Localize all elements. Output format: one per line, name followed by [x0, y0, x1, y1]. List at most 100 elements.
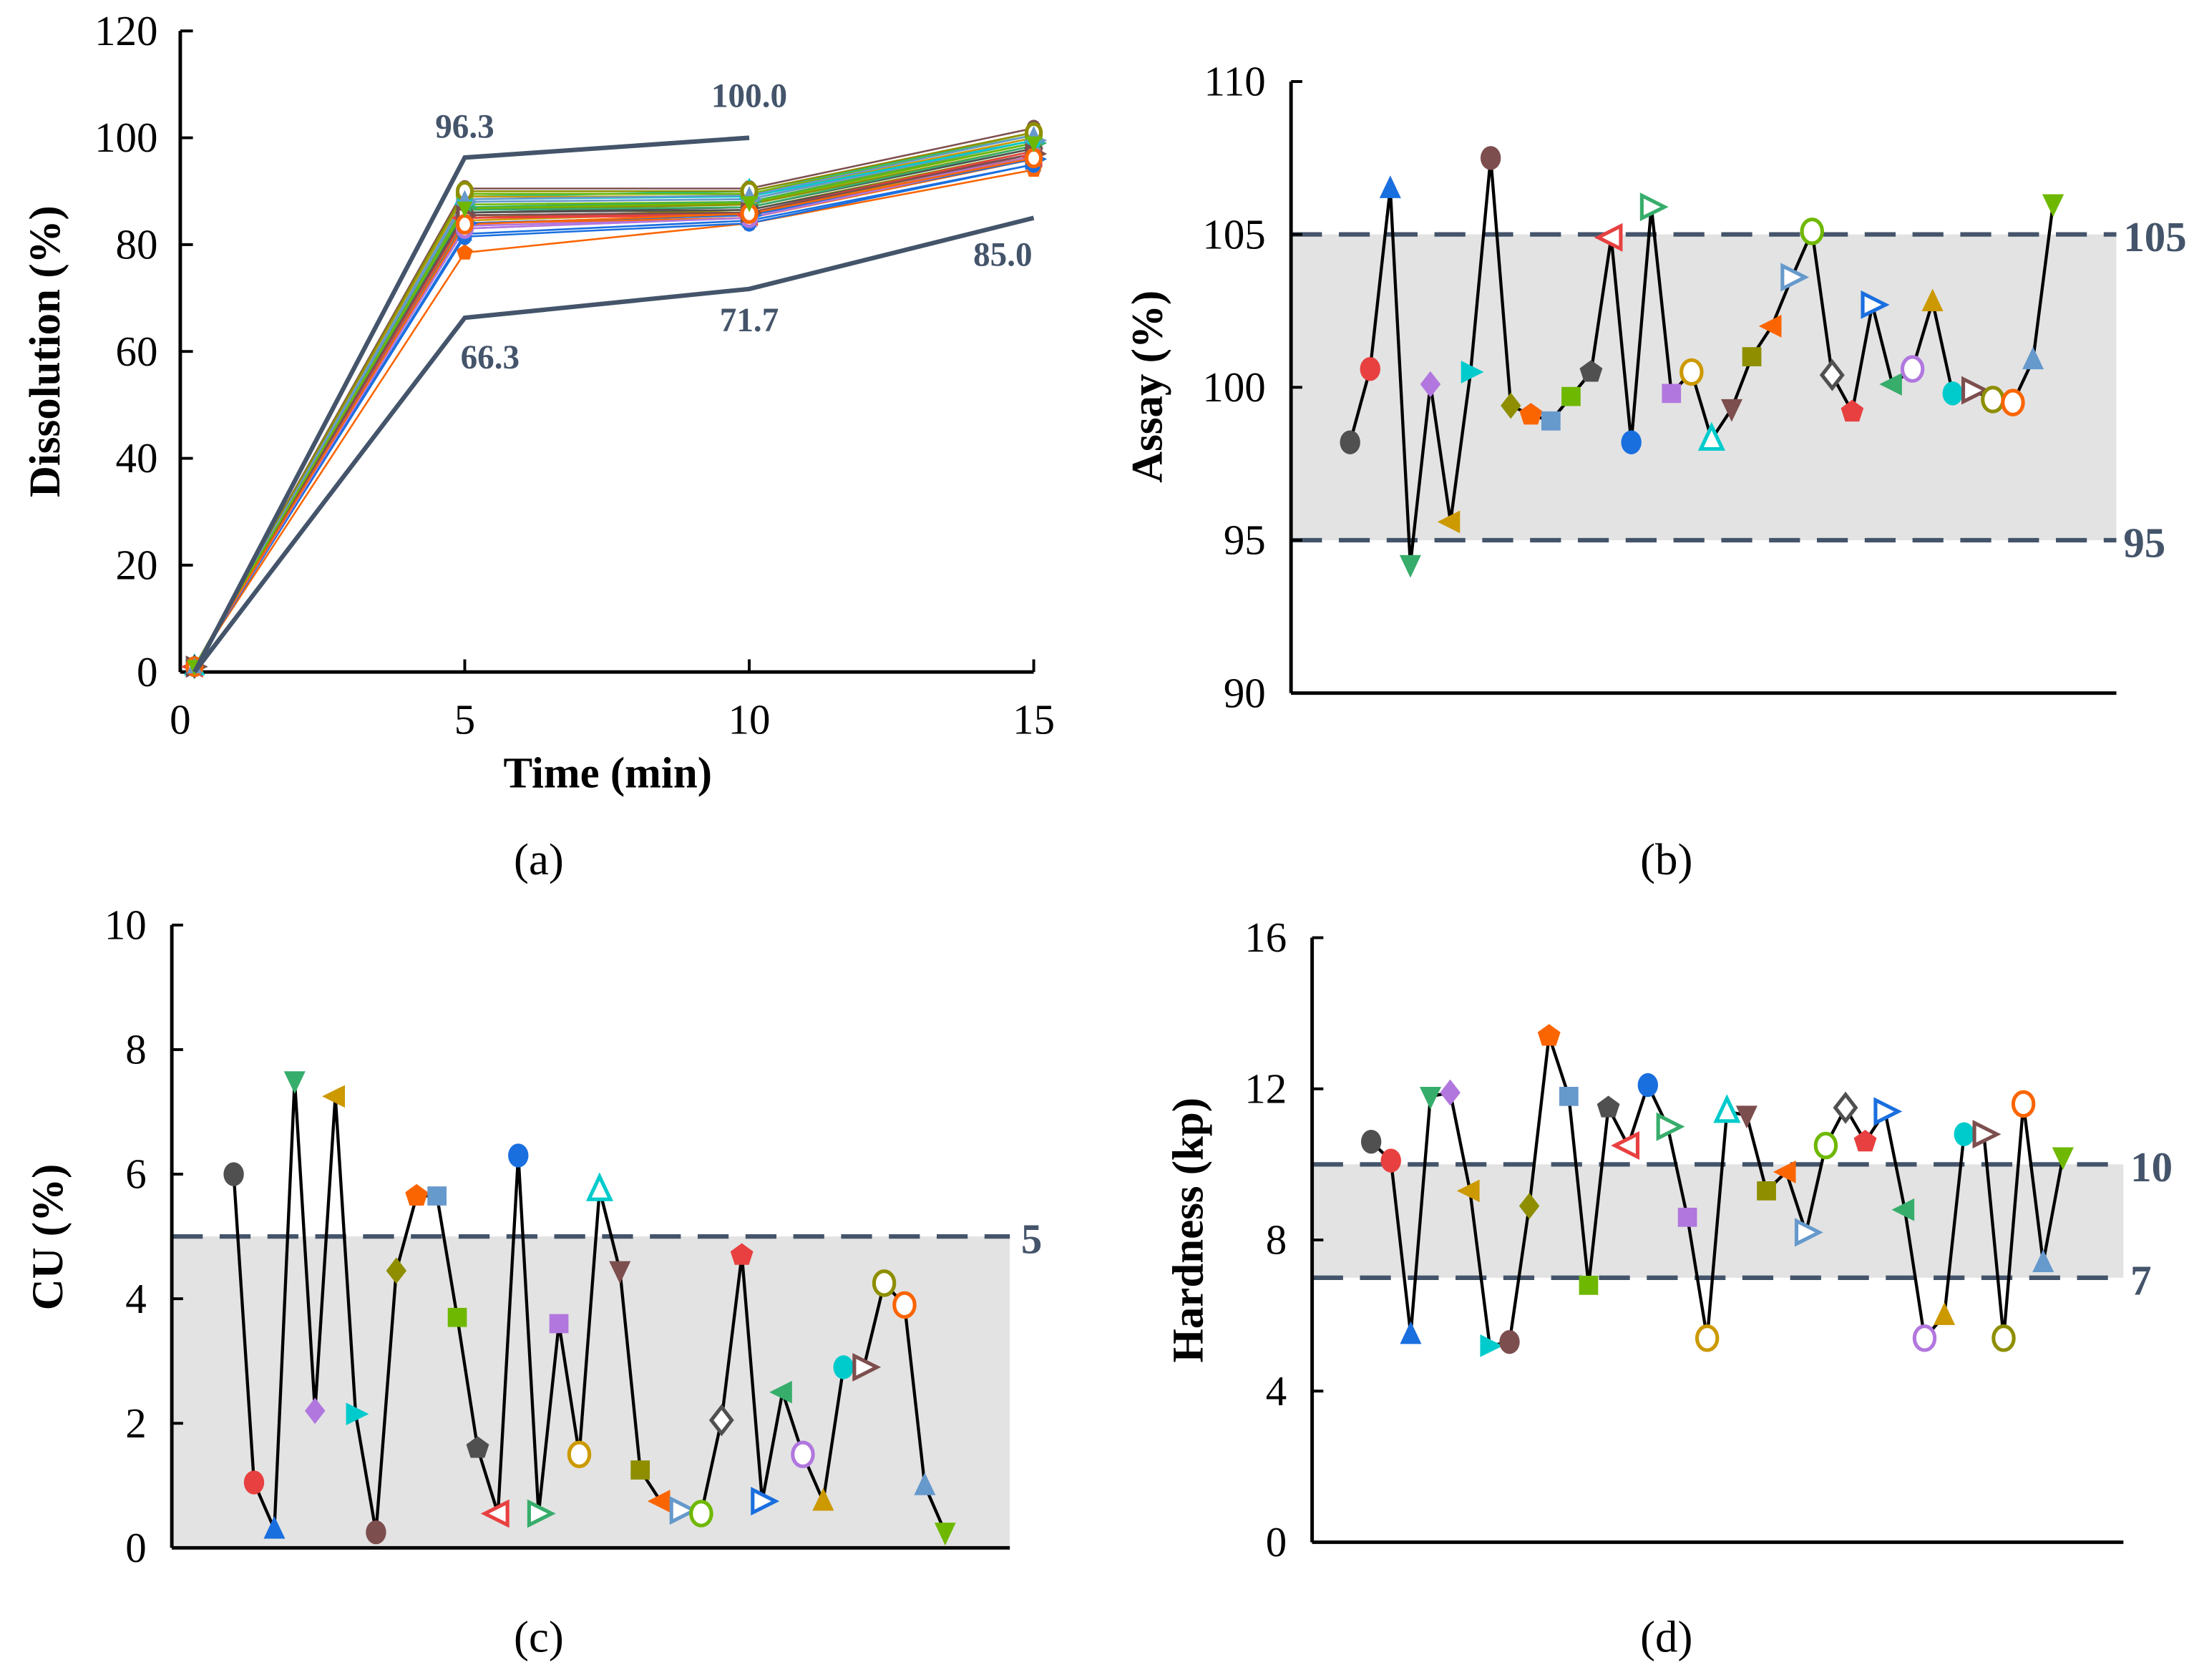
- y-tick-label: 95: [1224, 517, 1266, 564]
- spec-limit-label: 5: [1021, 1216, 1042, 1263]
- tri-right-marker: [1861, 290, 1890, 319]
- y-axis-label: Assay (%): [1123, 290, 1171, 483]
- circle-marker: [1340, 430, 1360, 454]
- series-line: [193, 158, 1034, 668]
- tri-down-marker: [2052, 1147, 2074, 1171]
- tri-left-marker: [480, 1499, 510, 1528]
- y-tick-label: 0: [137, 648, 157, 695]
- circle-marker: [2011, 1090, 2036, 1118]
- series-line: [193, 131, 1034, 668]
- diamond-marker: [1518, 1193, 1540, 1219]
- tri-left-marker: [322, 1085, 345, 1108]
- square-marker: [1559, 1086, 1579, 1106]
- lower-limit-label: 85.0: [973, 236, 1033, 273]
- circle-marker: [243, 1470, 265, 1495]
- series-line: [193, 152, 1034, 668]
- series-line: [193, 155, 1034, 668]
- series-line: [193, 152, 1034, 668]
- y-tick-label: 110: [1204, 58, 1266, 105]
- pentagon-marker: [1579, 360, 1603, 382]
- tri-right-marker: [1873, 1097, 1903, 1126]
- circle-marker: [1637, 1073, 1659, 1098]
- spec-limit-label: 105: [2123, 213, 2186, 260]
- square-marker: [1757, 1181, 1776, 1201]
- tri-left-marker: [1773, 1160, 1796, 1183]
- tri-left-marker: [1879, 373, 1902, 396]
- series-line: [193, 158, 1034, 668]
- circle-marker: [366, 1520, 386, 1545]
- circle-marker: [1800, 218, 1825, 245]
- circle-marker: [1813, 1131, 1838, 1160]
- series-line: [193, 155, 1034, 668]
- y-tick-label: 100: [94, 114, 157, 161]
- x-tick-label: 10: [728, 696, 771, 743]
- y-tick-label: 20: [116, 542, 158, 589]
- lower-limit-label: 66.3: [461, 339, 520, 376]
- connector-line: [1348, 157, 2055, 565]
- y-tick-label: 105: [1202, 210, 1265, 258]
- tri-left-marker: [1758, 314, 1782, 338]
- diamond-marker: [1833, 1091, 1858, 1124]
- square-marker: [1662, 384, 1682, 404]
- diamond-marker: [386, 1257, 407, 1284]
- circle-marker: [508, 1143, 529, 1168]
- circle-marker: [567, 1440, 592, 1468]
- y-tick-label: 4: [125, 1275, 146, 1322]
- tri-left-marker: [647, 1490, 671, 1513]
- diamond-marker: [305, 1397, 326, 1425]
- y-tick-label: 40: [116, 434, 158, 482]
- tri-right-marker: [1961, 376, 1990, 405]
- tri-left-marker: [1891, 1198, 1915, 1221]
- pentagon-marker: [1537, 1024, 1561, 1046]
- series-line: [193, 163, 1034, 668]
- circle-marker: [1912, 1324, 1937, 1352]
- diamond-marker: [1440, 1079, 1461, 1106]
- circle-marker: [689, 1500, 713, 1528]
- circle-marker: [1621, 430, 1642, 454]
- tri-right-marker: [1972, 1120, 2002, 1149]
- upper-limit-label: 96.3: [435, 109, 494, 146]
- tri-right-marker: [1639, 192, 1669, 222]
- square-marker: [1561, 386, 1581, 406]
- y-tick-label: 6: [125, 1151, 146, 1198]
- square-marker: [1579, 1276, 1599, 1295]
- y-tick-label: 60: [116, 328, 158, 375]
- x-tick-label: 0: [170, 696, 190, 743]
- circle-marker: [223, 1162, 244, 1186]
- panel-d-hardness: Hardness (kp) (d) 7 10 0 4 8 12 16: [1164, 914, 2173, 1661]
- square-marker: [1541, 411, 1561, 431]
- tri-up-marker: [1713, 1094, 1741, 1123]
- tri-up-marker: [263, 1515, 286, 1539]
- panel-caption: (a): [514, 834, 564, 884]
- tri-down-marker: [1025, 136, 1042, 152]
- square-marker: [630, 1460, 650, 1480]
- circle-marker: [2001, 389, 2025, 416]
- tri-left-marker: [1437, 510, 1461, 534]
- y-tick-label: 0: [125, 1524, 146, 1571]
- series-line: [193, 142, 1034, 668]
- panel-caption: (d): [1640, 1612, 1692, 1662]
- y-tick-label: 2: [125, 1400, 146, 1447]
- pentagon-marker: [730, 1243, 754, 1265]
- tri-right-marker: [669, 1495, 698, 1525]
- tri-right-marker: [1480, 1334, 1503, 1357]
- upper-limit-line: [192, 135, 750, 673]
- panel-caption: (b): [1640, 834, 1692, 884]
- pentagon-marker: [405, 1183, 429, 1206]
- circle-marker: [1954, 1122, 1974, 1146]
- spec-limit-label: 7: [2130, 1256, 2151, 1304]
- tri-left-marker: [1611, 1130, 1640, 1161]
- tri-left-marker: [769, 1380, 792, 1404]
- circle-marker: [1360, 356, 1380, 381]
- tri-up-marker: [1921, 288, 1944, 312]
- tri-right-marker: [527, 1499, 556, 1528]
- y-tick-label: 16: [1244, 914, 1287, 961]
- tri-up-marker: [1934, 1302, 1956, 1325]
- tri-right-marker: [1794, 1218, 1823, 1247]
- tri-up-marker: [1400, 1321, 1422, 1344]
- circle-marker: [1499, 1329, 1520, 1354]
- circle-marker: [1480, 146, 1501, 170]
- panel-a-dissolution: Dissolution (%) Time (min) (a) 0 20 40 60 80…: [21, 7, 1055, 884]
- tri-down-marker: [2042, 194, 2064, 218]
